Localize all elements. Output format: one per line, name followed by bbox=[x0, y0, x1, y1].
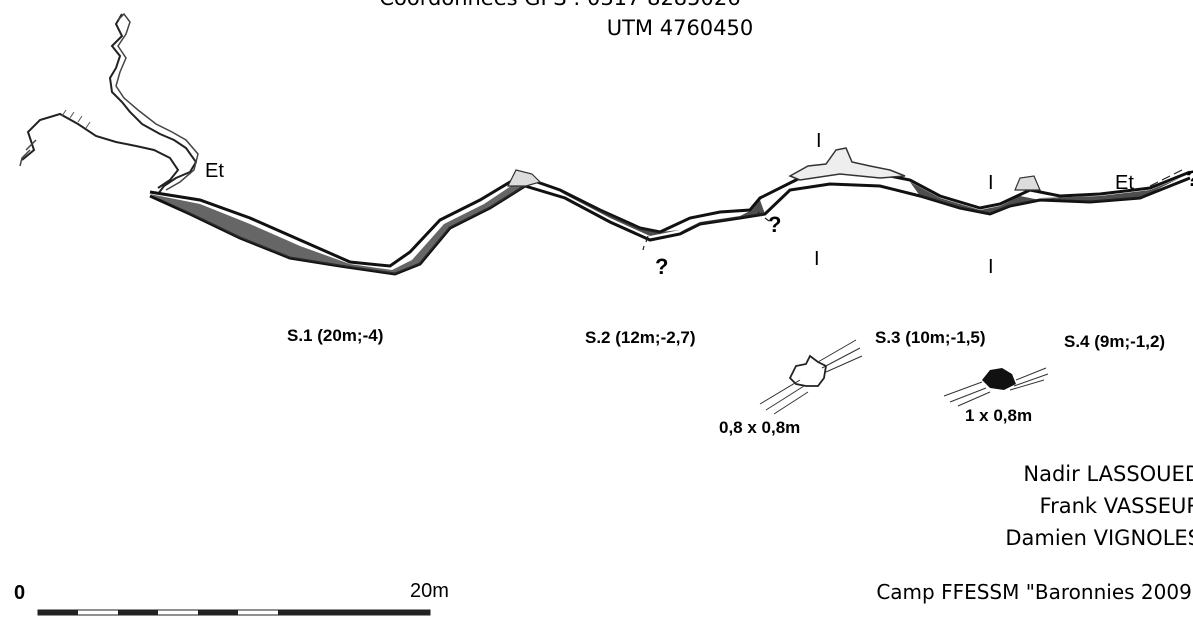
upstream-bank bbox=[115, 12, 199, 191]
sump-label-s3: S.3 (10m;-1,5) bbox=[875, 328, 986, 347]
section-mark: I bbox=[814, 248, 820, 270]
author-name: Frank VASSEUR bbox=[1039, 494, 1193, 518]
passage-ceiling bbox=[149, 170, 1191, 268]
cross-section-1 bbox=[759, 339, 863, 415]
sump-label-s4: S.4 (9m;-1,2) bbox=[1064, 332, 1166, 351]
author-name: Damien VIGNOLES bbox=[1005, 526, 1193, 550]
upstream-streambed bbox=[108, 13, 198, 195]
sump-fill bbox=[150, 180, 526, 274]
utm-coordinate: UTM 4760450 bbox=[606, 16, 754, 40]
author-name: Nadir LASSOUED bbox=[1023, 462, 1193, 486]
unknown-mark: ? bbox=[768, 212, 782, 237]
sump-label-s2: S.2 (12m;-2,7) bbox=[585, 328, 696, 347]
unknown-mark: ? bbox=[655, 254, 669, 279]
unknown-mark: ? bbox=[1186, 166, 1193, 192]
cross-section-2-dimension: 1 x 0,8m bbox=[965, 406, 1033, 425]
scale-start-label: 0 bbox=[14, 582, 26, 604]
entrance-label-right: Et bbox=[1115, 172, 1134, 194]
left-gallery bbox=[21, 112, 180, 189]
entrance-label-left: Et bbox=[205, 160, 224, 182]
cross-section-2 bbox=[943, 367, 1049, 407]
section-mark: I bbox=[988, 172, 994, 194]
gps-coordinates-heading: Coordonnées GPS : 0317 8285026 bbox=[330, 0, 790, 10]
scale-end-label: 20m bbox=[410, 580, 449, 602]
cross-section-1-dimension: 0,8 x 0,8m bbox=[719, 418, 801, 437]
section-mark: I bbox=[816, 130, 822, 152]
sump-label-s1: S.1 (20m;-4) bbox=[287, 326, 384, 345]
scale-bar bbox=[37, 609, 431, 616]
camp-caption: Camp FFESSM "Baronnies 2009" bbox=[876, 580, 1193, 604]
section-mark: I bbox=[988, 256, 994, 278]
